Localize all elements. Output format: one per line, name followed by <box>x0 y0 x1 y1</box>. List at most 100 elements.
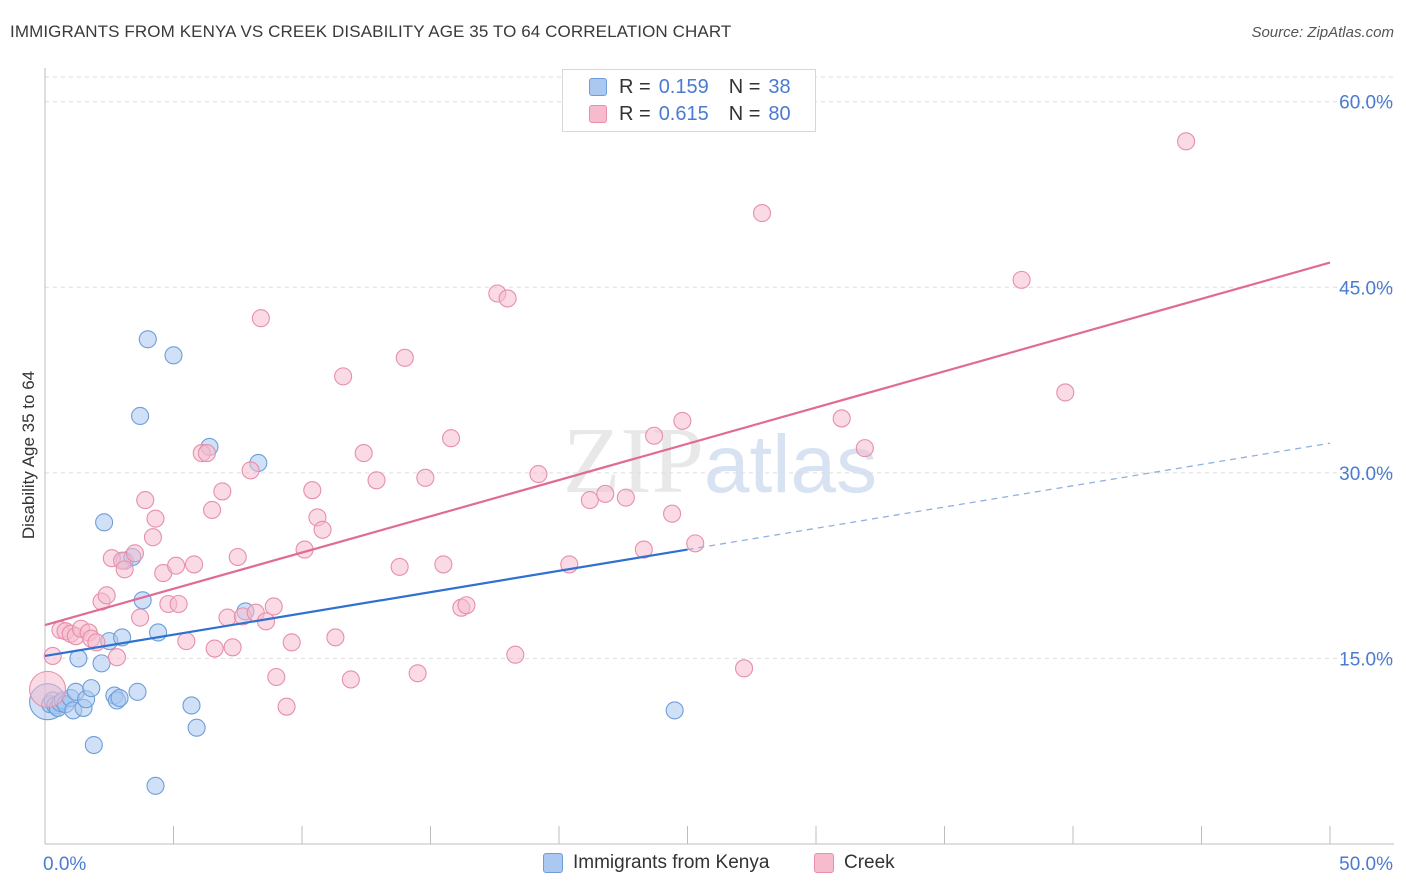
x-tick-label: 0.0% <box>43 854 86 875</box>
y-tick-label: 60.0% <box>1339 93 1393 114</box>
kenya-point <box>128 682 147 701</box>
y-tick-label: 15.0% <box>1339 649 1393 670</box>
kenya-point <box>146 776 165 795</box>
creek-point <box>457 596 476 615</box>
creek-point <box>1177 132 1196 151</box>
stats-legend: R = 0.159 N = 38 R = 0.615 N = 80 <box>562 69 816 132</box>
creek-point <box>645 426 664 445</box>
creek-point <box>734 659 754 678</box>
creek-point <box>498 289 517 308</box>
creek-point <box>136 491 155 510</box>
grid-lines <box>45 76 1394 659</box>
kenya-legend-label: Immigrants from Kenya <box>573 852 770 873</box>
creek-trend-line <box>44 261 1331 627</box>
r-label: R = <box>619 75 651 98</box>
creek-point <box>673 411 692 430</box>
kenya-r-value: 0.159 <box>658 75 709 98</box>
legend-item-creek[interactable]: Creek <box>814 852 895 874</box>
creek-point <box>197 444 216 463</box>
creek-point <box>228 547 247 567</box>
creek-point <box>205 639 224 658</box>
creek-point <box>107 648 127 667</box>
kenya-point <box>82 679 101 698</box>
creek-point <box>529 465 548 484</box>
kenya-point <box>92 654 111 673</box>
creek-point <box>185 555 204 574</box>
creek-point <box>416 468 435 487</box>
kenya-point <box>110 688 129 708</box>
creek-n-value: 80 <box>768 102 791 125</box>
legend-item-kenya[interactable]: Immigrants from Kenya <box>543 852 769 874</box>
creek-point <box>313 520 332 539</box>
creek-point <box>97 586 116 605</box>
watermark: ZIPatlas <box>563 409 877 513</box>
kenya-point <box>187 718 206 737</box>
r-label: R = <box>619 102 651 125</box>
legend-row-creek: R = 0.615 N = 80 <box>589 102 791 126</box>
series-legend: Immigrants from Kenya Creek <box>0 852 1406 876</box>
creek-point <box>395 348 414 367</box>
creek-point <box>354 444 373 463</box>
creek-point <box>177 632 196 651</box>
creek-point <box>213 482 232 501</box>
creek-point <box>616 488 635 507</box>
creek-point <box>131 608 150 627</box>
creek-point <box>408 664 427 683</box>
creek-point <box>29 670 67 708</box>
source-label: Source: ZipAtlas.com <box>1251 24 1394 41</box>
kenya-trend-line <box>44 548 688 658</box>
creek-point <box>223 638 242 657</box>
kenya-point <box>84 735 103 755</box>
creek-swatch <box>589 105 607 123</box>
creek-point <box>596 484 615 503</box>
creek-point <box>752 204 772 223</box>
kenya-point <box>138 330 157 349</box>
creek-point <box>218 608 237 627</box>
creek-point <box>203 500 222 520</box>
creek-point <box>169 594 188 614</box>
creek-point <box>634 540 653 559</box>
creek-point <box>277 697 296 716</box>
creek-point <box>367 471 386 490</box>
creek-point <box>167 556 186 575</box>
creek-point <box>663 504 682 523</box>
creek-legend-label: Creek <box>844 852 895 873</box>
creek-point <box>855 439 874 458</box>
creek-point <box>143 528 162 547</box>
y-axis-label: Disability Age 35 to 64 <box>19 371 38 539</box>
y-tick-label: 30.0% <box>1339 464 1393 485</box>
kenya-n-value: 38 <box>768 75 791 98</box>
creek-point <box>303 481 322 500</box>
creek-point <box>580 491 599 510</box>
n-label: N = <box>728 102 761 125</box>
creek-point <box>442 429 461 448</box>
y-tick-label: 45.0% <box>1339 278 1393 299</box>
kenya-swatch <box>589 78 607 96</box>
legend-row-kenya: R = 0.159 N = 38 <box>589 75 791 99</box>
kenya-point <box>665 701 684 720</box>
kenya-point <box>131 406 150 426</box>
creek-point <box>146 509 165 528</box>
x-tick-label: 50.0% <box>1339 854 1393 875</box>
creek-point <box>341 670 360 689</box>
kenya-point <box>182 696 201 715</box>
kenya-point <box>164 346 183 365</box>
n-label: N = <box>728 75 761 98</box>
tick-labels: 15.0% 30.0% 45.0% 60.0% 0.0% 50.0% <box>43 93 1393 875</box>
kenya-point <box>95 513 114 532</box>
creek-point <box>1012 270 1031 289</box>
creek-point <box>264 597 283 616</box>
creek-point <box>282 633 301 652</box>
creek-point <box>43 646 62 666</box>
chart-title: IMMIGRANTS FROM KENYA VS CREEK DISABILIT… <box>10 22 732 41</box>
creek-point <box>434 555 453 574</box>
creek-r-value: 0.615 <box>658 102 709 125</box>
kenya-legend-swatch <box>543 853 563 873</box>
trend-lines <box>44 261 1331 658</box>
creek-point <box>115 560 134 579</box>
creek-point <box>506 645 525 664</box>
creek-legend-swatch <box>814 853 834 873</box>
creek-point <box>1056 383 1075 402</box>
creek-point <box>334 367 353 386</box>
